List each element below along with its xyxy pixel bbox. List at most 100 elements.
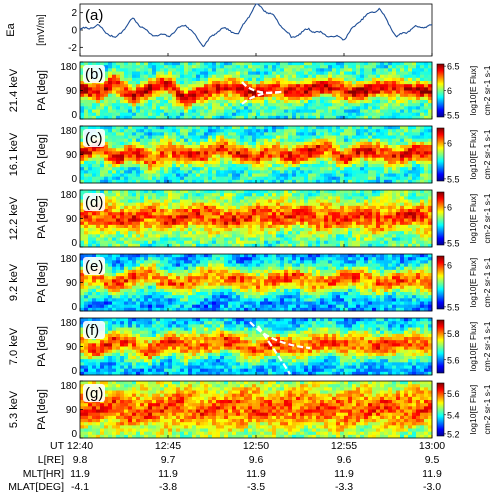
heatmap-cell	[292, 237, 297, 242]
heatmap-cell	[236, 84, 241, 88]
heatmap-cell	[332, 100, 337, 104]
heatmap-cell	[320, 234, 325, 238]
heatmap-cell	[232, 90, 237, 95]
heatmap-cell	[108, 115, 113, 120]
heatmap-cell	[144, 145, 149, 149]
heatmap-cell	[276, 77, 281, 82]
heatmap-cell	[108, 106, 113, 110]
heatmap-cell	[148, 234, 153, 238]
heatmap-cell	[124, 115, 129, 120]
heatmap-cell	[260, 145, 265, 149]
heatmap-cell	[132, 199, 137, 204]
heatmap-cell	[256, 109, 261, 114]
heatmap-cell	[280, 173, 285, 178]
heatmap-cell	[368, 157, 373, 162]
heatmap-cell	[176, 71, 181, 76]
heatmap-cell	[420, 115, 425, 120]
heatmap-cell	[108, 231, 113, 235]
heatmap-cell	[356, 240, 361, 245]
heatmap-cell	[116, 68, 121, 72]
heatmap-cell	[140, 231, 145, 235]
heatmap-cell	[384, 237, 389, 242]
heatmap-cell	[176, 224, 181, 229]
y-tick-label: 90	[66, 150, 78, 161]
heatmap-cell	[348, 106, 353, 110]
heatmap-cell	[292, 112, 297, 117]
heatmap-cell	[344, 176, 349, 181]
heatmap-cell	[96, 240, 101, 245]
heatmap-cell	[392, 103, 397, 107]
heatmap-cell	[236, 170, 241, 174]
heatmap-cell	[400, 65, 405, 69]
heatmap-cell	[124, 212, 129, 216]
heatmap-cell	[348, 126, 353, 130]
heatmap-cell	[204, 87, 209, 91]
heatmap-cell	[224, 148, 229, 152]
heatmap-cell	[200, 103, 205, 107]
heatmap-cell	[352, 100, 357, 104]
heatmap-cell	[288, 209, 293, 213]
heatmap-cell	[392, 77, 397, 82]
heatmap-cell	[244, 112, 249, 117]
heatmap-cell	[324, 170, 329, 174]
heatmap-cell	[352, 77, 357, 82]
heatmap-cell	[224, 209, 229, 213]
heatmap-cell	[228, 179, 233, 184]
heatmap-cell	[268, 167, 273, 171]
heatmap-cell	[400, 164, 405, 168]
heatmap-cell	[304, 215, 309, 219]
heatmap-cell	[84, 151, 89, 155]
y-tick-label: -2	[68, 43, 77, 54]
heatmap-cell	[108, 103, 113, 107]
heatmap-cell	[120, 93, 125, 98]
heatmap-cell	[356, 132, 361, 136]
heatmap-cell	[324, 141, 329, 146]
heatmap-cell	[80, 301, 85, 306]
heatmap-cell	[92, 298, 97, 302]
heatmap-cell	[184, 62, 189, 66]
heatmap-cell	[396, 243, 401, 248]
heatmap-cell	[404, 196, 409, 200]
heatmap-cell	[104, 202, 109, 207]
heatmap-cell	[168, 115, 173, 120]
heatmap-cell	[340, 176, 345, 181]
heatmap-cell	[84, 221, 89, 226]
heatmap-cell	[196, 205, 201, 210]
heatmap-cell	[272, 68, 277, 72]
heatmap-cell	[204, 93, 209, 98]
heatmap-cell	[208, 164, 213, 168]
heatmap-cell	[196, 237, 201, 242]
heatmap-cell	[224, 100, 229, 104]
heatmap-cell	[160, 164, 165, 168]
heatmap-cell	[144, 212, 149, 216]
heatmap-cell	[280, 240, 285, 245]
heatmap-cell	[408, 115, 413, 120]
heatmap-cell	[228, 170, 233, 174]
heatmap-cell	[156, 240, 161, 245]
heatmap-cell	[396, 126, 401, 130]
heatmap-cell	[88, 90, 93, 95]
heatmap-cell	[396, 87, 401, 91]
heatmap-cell	[248, 243, 253, 248]
heatmap-cell	[260, 138, 265, 143]
heatmap-cell	[140, 209, 145, 213]
heatmap-cell	[200, 196, 205, 200]
heatmap-cell	[328, 157, 333, 162]
heatmap-cell	[300, 103, 305, 107]
heatmap-cell	[88, 96, 93, 101]
heatmap-cell	[316, 106, 321, 110]
heatmap-cell	[232, 173, 237, 178]
heatmap-cell	[284, 173, 289, 178]
heatmap-cell	[92, 254, 97, 258]
heatmap-cell	[148, 199, 153, 204]
heatmap-cell	[156, 237, 161, 242]
heatmap-cell	[172, 173, 177, 178]
heatmap-cell	[120, 190, 125, 194]
heatmap-cell	[408, 193, 413, 197]
heatmap-cell	[96, 304, 101, 309]
heatmap-cell	[160, 243, 165, 248]
heatmap-cell	[372, 112, 377, 117]
heatmap-cell	[260, 71, 265, 76]
heatmap-cell	[244, 199, 249, 204]
heatmap-cell	[308, 190, 313, 194]
